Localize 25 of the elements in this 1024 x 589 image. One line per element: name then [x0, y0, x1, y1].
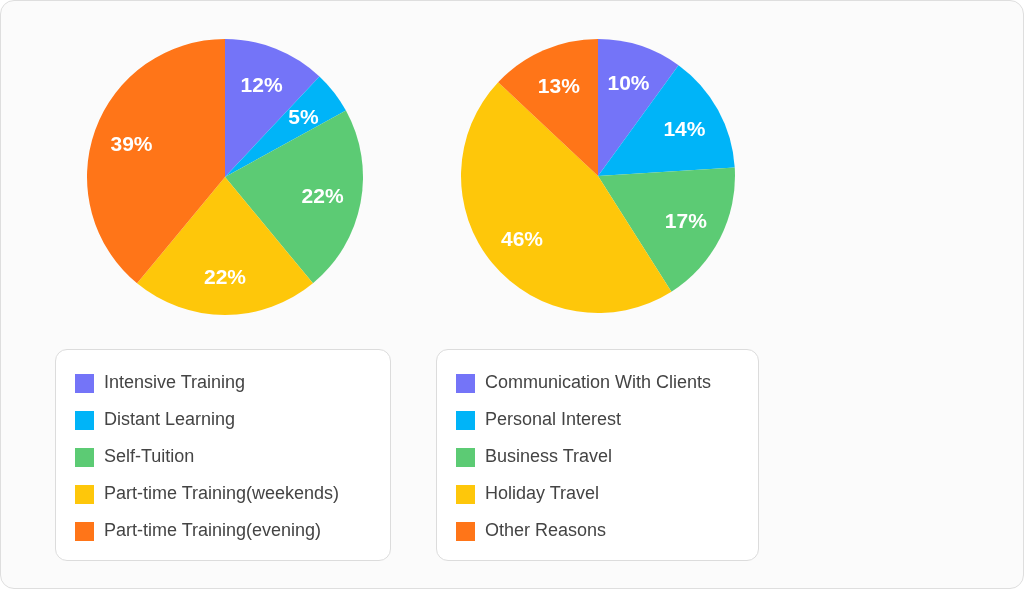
data-label: 22%: [203, 264, 247, 288]
data-label: 12%: [240, 73, 283, 97]
data-label: 22%: [301, 184, 344, 208]
legend-label: Personal Interest: [485, 409, 622, 429]
pie-slice: [498, 39, 598, 176]
legend-label: Business Travel: [485, 446, 613, 466]
data-label: 13%: [537, 73, 581, 97]
pie-slice: [225, 76, 346, 177]
data-label: 14%: [663, 116, 706, 140]
pie-slice: [598, 167, 735, 292]
data-label: 10%: [607, 70, 650, 94]
legend-label: Part-time Training(evening): [104, 520, 322, 540]
pie-slice: [598, 65, 735, 176]
legend-label: Communication With Clients: [485, 372, 712, 392]
pie-slice: [225, 39, 320, 177]
data-label: 5%: [288, 104, 320, 128]
legend-label: Self-Tuition: [104, 446, 195, 466]
data-label: 39%: [110, 131, 153, 155]
legend-label: Intensive Training: [104, 372, 246, 392]
legend-label: Distant Learning: [104, 409, 236, 429]
legend-label: Part-time Training(weekends): [104, 483, 340, 503]
legend-label: Other Reasons: [485, 520, 607, 540]
data-label: 17%: [664, 209, 708, 233]
data-label: 46%: [500, 227, 544, 251]
legend-label: Holiday Travel: [485, 483, 600, 503]
